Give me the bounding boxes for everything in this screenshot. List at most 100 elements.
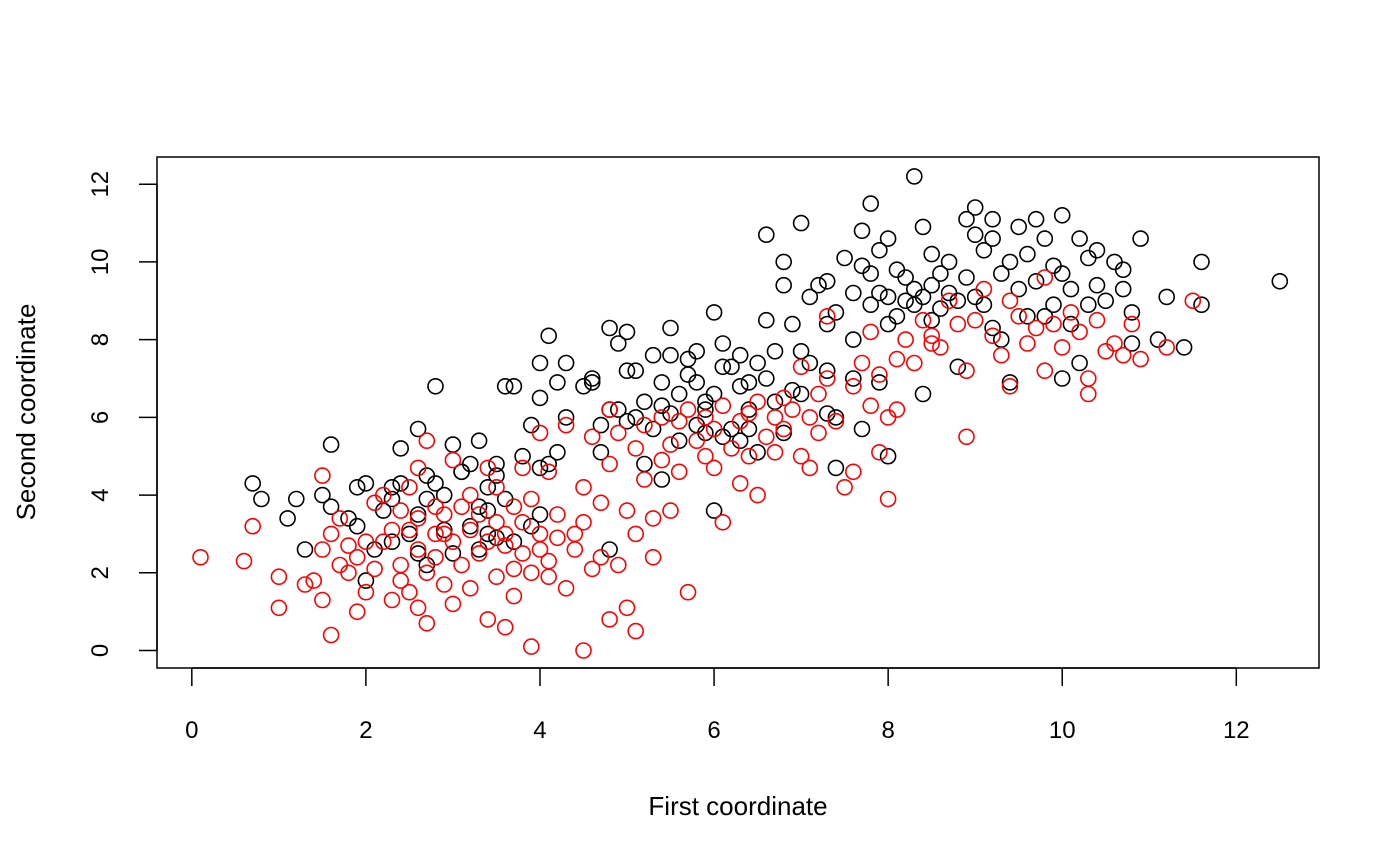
- data-point: [888, 401, 906, 418]
- data-point: [1149, 331, 1167, 348]
- x-tick-label: 2: [359, 717, 372, 744]
- data-point: [653, 374, 671, 391]
- data-point: [627, 622, 645, 640]
- x-axis-label: First coordinate: [648, 791, 827, 821]
- data-point: [1010, 218, 1028, 236]
- data-point: [1027, 319, 1045, 337]
- y-axis: 0 2 4 6 8 10 12: [87, 171, 158, 657]
- data-point: [627, 409, 645, 426]
- data-point: [348, 603, 366, 621]
- data-point: [662, 502, 679, 519]
- data-point: [340, 510, 357, 527]
- data-point: [844, 331, 862, 348]
- data-point: [514, 459, 531, 477]
- data-point: [897, 292, 914, 310]
- data-point: [601, 401, 618, 418]
- data-point: [836, 249, 853, 267]
- data-point: [844, 377, 862, 395]
- data-point: [653, 451, 671, 469]
- data-point: [409, 510, 427, 527]
- x-tick-label: 10: [1049, 717, 1076, 744]
- data-point: [479, 611, 497, 628]
- data-point: [540, 455, 558, 473]
- data-point: [496, 537, 514, 554]
- data-point: [444, 533, 462, 551]
- data-point: [322, 436, 340, 453]
- data-point: [1027, 210, 1045, 228]
- data-point: [923, 327, 941, 345]
- data-point: [871, 443, 888, 461]
- data-point: [1193, 296, 1210, 314]
- data-point: [592, 443, 610, 461]
- data-point: [949, 358, 967, 376]
- data-point: [453, 498, 470, 516]
- y-tick-label: 0: [87, 644, 114, 657]
- data-point: [1019, 245, 1036, 263]
- data-point: [810, 424, 827, 442]
- data-point: [914, 385, 932, 403]
- data-point: [392, 475, 410, 492]
- data-point: [888, 261, 906, 279]
- data-point: [1175, 339, 1193, 356]
- data-point: [975, 242, 993, 259]
- data-point: [531, 525, 549, 543]
- data-point: [409, 459, 427, 477]
- data-point: [818, 315, 836, 333]
- data-point: [801, 288, 819, 306]
- data-point: [488, 513, 505, 531]
- data-point: [644, 420, 662, 438]
- data-point: [435, 486, 453, 504]
- data-point: [531, 506, 549, 523]
- data-point: [601, 541, 618, 558]
- data-point: [1114, 346, 1132, 364]
- data-point: [609, 424, 627, 442]
- data-point: [731, 346, 749, 364]
- data-point: [670, 412, 688, 430]
- data-point: [1001, 292, 1019, 310]
- data-point: [801, 459, 819, 477]
- data-point: [601, 611, 618, 628]
- data-point: [844, 370, 862, 387]
- data-point: [418, 432, 436, 450]
- data-point: [670, 432, 688, 450]
- data-point: [992, 346, 1010, 364]
- data-point: [401, 525, 418, 543]
- data-point: [357, 533, 375, 551]
- data-point: [470, 498, 488, 516]
- data-point: [827, 412, 845, 430]
- x-axis: 0 2 4 6 8 10 12: [185, 667, 1250, 744]
- data-point: [688, 342, 706, 360]
- data-point: [949, 292, 967, 310]
- data-point: [453, 556, 470, 574]
- data-point: [488, 478, 505, 496]
- data-point: [531, 459, 549, 477]
- data-point: [522, 416, 540, 434]
- data-point: [461, 521, 479, 539]
- data-point: [401, 478, 418, 496]
- data-point: [418, 614, 436, 632]
- data-point: [905, 168, 923, 185]
- data-point: [775, 389, 793, 407]
- data-point: [775, 424, 793, 442]
- data-point: [1114, 261, 1132, 279]
- data-point: [549, 506, 566, 523]
- data-point: [1036, 230, 1054, 247]
- data-point: [679, 401, 697, 418]
- data-point: [322, 525, 340, 543]
- data-point: [340, 537, 357, 554]
- data-point: [1184, 292, 1202, 310]
- data-point: [888, 307, 906, 325]
- data-point: [609, 401, 627, 418]
- data-point: [314, 541, 331, 558]
- data-point: [1053, 265, 1071, 282]
- data-point: [549, 443, 566, 461]
- x-tick-label: 4: [533, 717, 546, 744]
- data-point: [505, 498, 523, 516]
- data-point: [296, 576, 314, 593]
- data-point: [766, 342, 784, 360]
- data-point: [557, 579, 575, 597]
- data-point: [705, 459, 723, 477]
- data-point: [1080, 370, 1097, 387]
- data-point: [383, 533, 401, 551]
- data-point: [836, 478, 853, 496]
